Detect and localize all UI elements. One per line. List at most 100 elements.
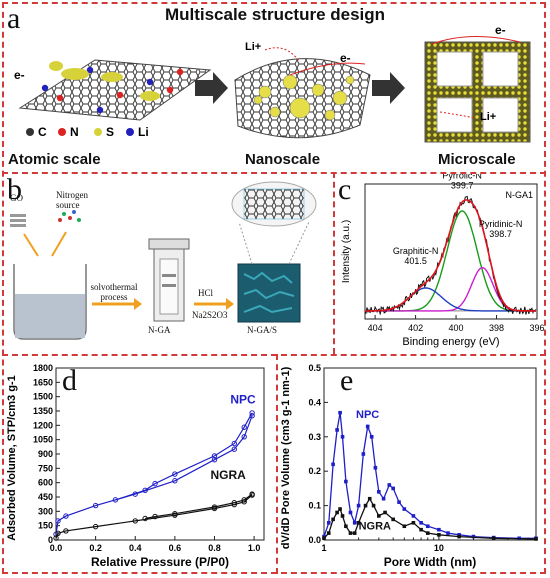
peak-graphitic-n (365, 287, 536, 312)
data-point (241, 434, 247, 440)
data-point (142, 515, 148, 522)
data-point (367, 496, 372, 501)
arrow-right-icon (372, 72, 405, 104)
ngas-label: N-GA/S (247, 325, 278, 335)
peak-name-label: Pyridinic-N (479, 219, 523, 229)
legend-c: C (38, 125, 47, 139)
x-axis-label: Binding energy (eV) (402, 336, 499, 348)
panel-c-label: c (338, 173, 352, 206)
peak-energy-label: 398.7 (489, 229, 512, 239)
panel-e-label: e (340, 364, 354, 397)
nga-label: N-GA (148, 325, 171, 335)
data-point (425, 524, 430, 529)
x-tick-label: 0.4 (129, 543, 142, 553)
data-point (231, 500, 237, 506)
x-axis-label: Pore Width (nm) (384, 555, 477, 569)
data-point (340, 435, 345, 439)
data-point (63, 528, 69, 534)
data-point (338, 507, 342, 511)
data-point (369, 435, 374, 439)
data-point (92, 523, 99, 530)
data-point (397, 500, 401, 504)
panel-b-label: b (7, 173, 22, 206)
divider-bc (2, 354, 546, 356)
data-point (331, 462, 335, 467)
figure-frame (2, 2, 546, 574)
nano-scale-label: Nanoscale (245, 151, 321, 168)
y-tick-label: 0.0 (308, 535, 321, 545)
data-point (152, 480, 158, 487)
y-axis-label: dV/dD Pore Volume (cm3 g-1 nm-1) (280, 366, 292, 549)
data-point (55, 530, 61, 537)
micro-frame (424, 41, 531, 143)
data-point (249, 410, 255, 416)
x-tick-label: 402 (408, 323, 423, 333)
legend-li: Li (138, 125, 149, 139)
series-label: NPC (230, 392, 256, 406)
y-tick-label: 0.4 (308, 397, 321, 407)
data-point (53, 535, 59, 541)
data-point (152, 513, 158, 520)
panel-c-chart: 404 402 400 398 396 Binding energy (eV) Intens… (341, 174, 545, 348)
autoclave-icon (148, 238, 190, 322)
nitrogen-source-icon (58, 210, 81, 222)
micro-scale-label: Microscale (438, 151, 516, 168)
data-point (63, 513, 69, 519)
panel-a-title: Multiscale structure design (164, 5, 386, 24)
y-tick-label: 0.1 (308, 501, 321, 511)
go-stack-icon (10, 214, 26, 227)
data-point (425, 531, 430, 535)
series-ngra-adsorption (55, 494, 253, 539)
y-tick-label: 1050 (33, 435, 53, 445)
y-axis-label: Intensity (a.u.) (341, 220, 352, 283)
data-point (437, 527, 441, 532)
atomic-graphene-sheet (18, 59, 212, 121)
y-tick-label: 0 (48, 535, 53, 545)
solvothermal-label: solvothermal process (90, 282, 138, 302)
data-point (383, 510, 387, 515)
data-point (371, 503, 376, 508)
atomic-dots (41, 61, 184, 114)
na2s2o3-label: Na2S2O3 (192, 310, 228, 320)
y-tick-label: 1350 (33, 406, 53, 416)
panel-b-illustration (10, 181, 317, 340)
x-tick-label: 0.2 (89, 543, 102, 553)
series-npc-line (323, 412, 536, 539)
legend-n: N (70, 125, 79, 139)
data-point (361, 452, 366, 456)
data-point (55, 518, 61, 524)
y-tick-label: 0.5 (308, 363, 321, 373)
data-point (491, 536, 496, 541)
data-point (446, 531, 450, 535)
data-point (419, 527, 423, 532)
x-axis-label: Relative Pressure (P/P0) (91, 555, 229, 569)
y-axis-label: Adsorbed Volume, STP/cm3 g-1 (6, 375, 18, 540)
data-point (231, 440, 237, 447)
data-point (437, 533, 441, 537)
data-point (534, 537, 538, 541)
x-tick-label: 396 (529, 323, 544, 333)
nitrogen-source-label: Nitrogen source (56, 190, 88, 210)
divider-d-e (276, 354, 278, 574)
data-point (331, 517, 335, 522)
data-point (322, 536, 326, 541)
data-point (326, 531, 331, 535)
data-point (335, 428, 339, 432)
data-point (419, 521, 423, 525)
nano-particles (253, 74, 355, 121)
series-label: NPC (356, 409, 379, 421)
series-npc-desorption (115, 412, 253, 501)
y-tick-label: 900 (38, 449, 53, 459)
data-point (211, 457, 218, 463)
y-tick-label: 0.3 (308, 432, 321, 442)
go-label: GO (10, 193, 23, 203)
data-point (411, 514, 416, 518)
data-point (352, 521, 357, 525)
data-point (112, 497, 119, 503)
x-tick-label: 10 (434, 543, 444, 553)
atomic-scale-label: Atomic scale (8, 151, 101, 168)
data-point (471, 534, 476, 539)
nano-li-label: Li+ (245, 41, 261, 53)
data-point (363, 503, 368, 508)
data-point (391, 517, 395, 522)
